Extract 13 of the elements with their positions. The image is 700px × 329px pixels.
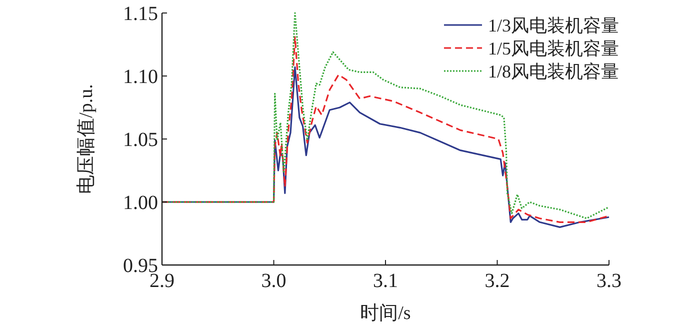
y-tick-label: 1.05 xyxy=(123,129,158,151)
x-tick-label: 3.1 xyxy=(373,270,398,292)
y-tick-label: 1.00 xyxy=(123,192,158,214)
x-tick-label: 3.3 xyxy=(596,270,622,292)
y-axis-title: 电压幅值/p.u. xyxy=(76,84,97,194)
x-axis-title: 时间/s xyxy=(360,303,411,324)
x-tick-label: 3.0 xyxy=(261,270,286,292)
x-tick-label: 3.2 xyxy=(484,270,510,292)
legend-label: 1/8风电装机容量 xyxy=(488,61,620,82)
y-tick-label: 1.15 xyxy=(123,3,158,25)
y-tick-label: 1.10 xyxy=(123,66,158,88)
legend-label: 1/3风电装机容量 xyxy=(488,15,620,36)
legend-label: 1/5风电装机容量 xyxy=(488,38,620,58)
